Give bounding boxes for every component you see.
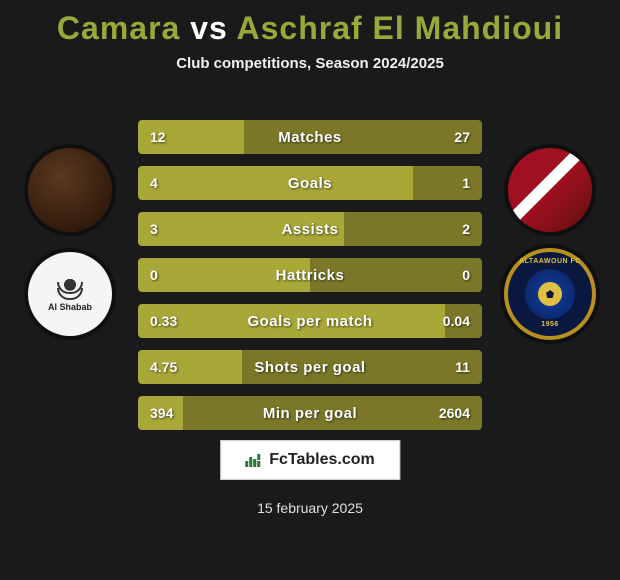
club-left-name: Al Shabab xyxy=(48,302,92,312)
stat-row: Goals per match0.33 0.04 xyxy=(138,304,482,338)
stat-row: Shots per goal4.75 11 xyxy=(138,350,482,384)
stat-label: Min per goal xyxy=(138,396,482,430)
stat-value-right: 2 xyxy=(462,212,470,246)
club-left-logo: Al Shabab xyxy=(28,252,112,336)
stat-value-right: 0 xyxy=(462,258,470,292)
stat-value-left: 3 xyxy=(150,212,158,246)
stat-value-right: 11 xyxy=(455,350,470,384)
player-right-avatar xyxy=(508,148,592,232)
stat-value-left: 0.33 xyxy=(150,304,177,338)
fctables-icon xyxy=(245,453,263,467)
source-text: FcTables.com xyxy=(269,451,375,469)
stat-value-right: 2604 xyxy=(439,396,470,430)
subtitle: Club competitions, Season 2024/2025 xyxy=(0,55,620,72)
club-right-year: 1956 xyxy=(541,321,559,328)
stat-row: Matches12 27 xyxy=(138,120,482,154)
club-right-name: ALTAAWOUN FC xyxy=(519,258,581,265)
stat-bars: Matches12 27 Goals4 1 Assists3 2 Hattricks0 0 Go… xyxy=(138,120,482,442)
stat-value-left: 394 xyxy=(150,396,173,430)
player-left-avatar xyxy=(28,148,112,232)
player-left-name: Camara xyxy=(57,10,180,46)
club-right-logo: ALTAAWOUN FC 1956 xyxy=(508,252,592,336)
stat-label: Goals xyxy=(138,166,482,200)
stat-label: Assists xyxy=(138,212,482,246)
stat-label: Shots per goal xyxy=(138,350,482,384)
stat-row: Min per goal394 2604 xyxy=(138,396,482,430)
stat-value-right: 0.04 xyxy=(443,304,470,338)
stat-label: Goals per match xyxy=(138,304,482,338)
stat-value-right: 1 xyxy=(462,166,470,200)
source-badge: FcTables.com xyxy=(220,440,400,480)
stat-value-left: 4.75 xyxy=(150,350,177,384)
stat-label: Hattricks xyxy=(138,258,482,292)
stat-value-left: 0 xyxy=(150,258,158,292)
stat-row: Goals4 1 xyxy=(138,166,482,200)
stat-value-right: 27 xyxy=(454,120,470,154)
stat-row: Assists3 2 xyxy=(138,212,482,246)
vs-text: vs xyxy=(190,10,228,46)
football-icon xyxy=(538,282,562,306)
stat-value-left: 4 xyxy=(150,166,158,200)
player-right-name: Aschraf El Mahdioui xyxy=(237,10,564,46)
stat-label: Matches xyxy=(138,120,482,154)
comparison-title: Camara vs Aschraf El Mahdioui xyxy=(0,0,620,47)
shabab-icon xyxy=(55,276,85,298)
date-text: 15 february 2025 xyxy=(0,500,620,516)
stat-row: Hattricks0 0 xyxy=(138,258,482,292)
stat-value-left: 12 xyxy=(150,120,166,154)
